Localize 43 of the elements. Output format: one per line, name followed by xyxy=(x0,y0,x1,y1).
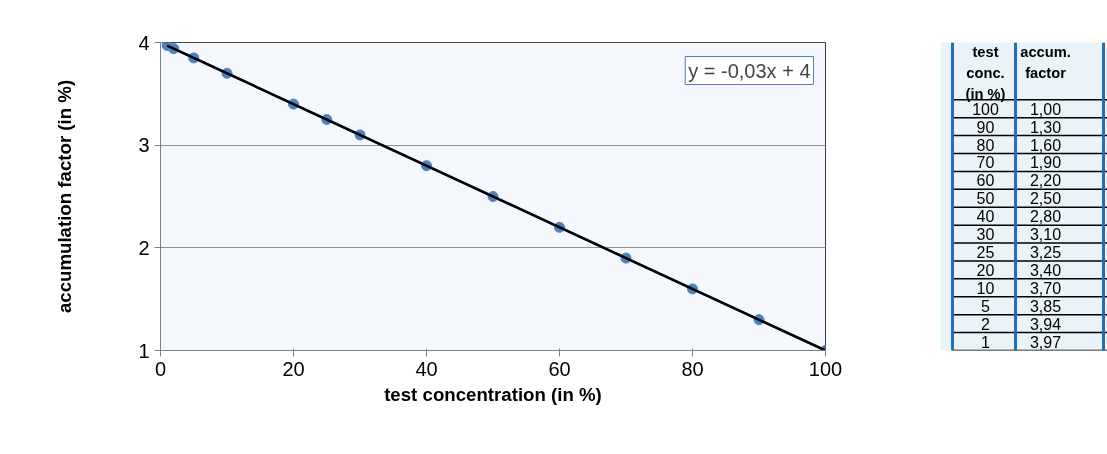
x-tick-label: 40 xyxy=(415,357,438,380)
text: 1,60 xyxy=(1029,136,1062,154)
text: test conc. (in %) xyxy=(965,44,1006,102)
text: 20 xyxy=(976,261,995,279)
text: 1,00 xyxy=(1029,100,1062,118)
text: 1,90 xyxy=(1029,154,1062,172)
text: 90 xyxy=(976,118,995,136)
text: 3,40 xyxy=(1029,261,1062,279)
text: 3,94 xyxy=(1029,315,1062,333)
x-tick-label: 0 xyxy=(154,357,167,380)
text: 10 xyxy=(976,279,995,297)
text: 2 xyxy=(981,315,991,333)
text: 3,85 xyxy=(1029,297,1062,315)
text: 2,80 xyxy=(1029,208,1062,226)
text: 2,50 xyxy=(1029,190,1062,208)
text: 40 xyxy=(976,208,995,226)
text: 60 xyxy=(976,172,995,190)
y-axis-title: accumulation factor (in %) xyxy=(54,79,76,314)
text: 80 xyxy=(976,136,995,154)
x-axis-title: test concentration (in %) xyxy=(384,383,602,405)
text: 3,97 xyxy=(1029,333,1062,351)
y-tick-label: 3 xyxy=(138,134,150,157)
text: 3,10 xyxy=(1029,226,1062,244)
text: accum. factor xyxy=(1020,44,1071,82)
text: 100 xyxy=(972,100,999,118)
x-tick-label: 60 xyxy=(548,357,571,380)
text: 1,30 xyxy=(1029,118,1062,136)
text: 30 xyxy=(976,226,995,244)
x-tick-label: 100 xyxy=(808,357,843,380)
y-tick-label: 1 xyxy=(138,339,150,362)
text: 70 xyxy=(976,154,995,172)
annotation: y = -0,03x + 4 xyxy=(688,59,811,82)
x-tick-label: 80 xyxy=(681,357,704,380)
text: 50 xyxy=(976,190,995,208)
text: 3,25 xyxy=(1029,244,1062,262)
x-tick-label: 20 xyxy=(282,357,305,380)
text: 5 xyxy=(981,297,991,315)
y-tick-label: 2 xyxy=(138,236,150,259)
text: 25 xyxy=(976,244,995,262)
text: 3,70 xyxy=(1029,279,1062,297)
text: 2,20 xyxy=(1029,172,1062,190)
y-tick-label: 4 xyxy=(138,31,150,54)
text: 1 xyxy=(981,333,991,351)
